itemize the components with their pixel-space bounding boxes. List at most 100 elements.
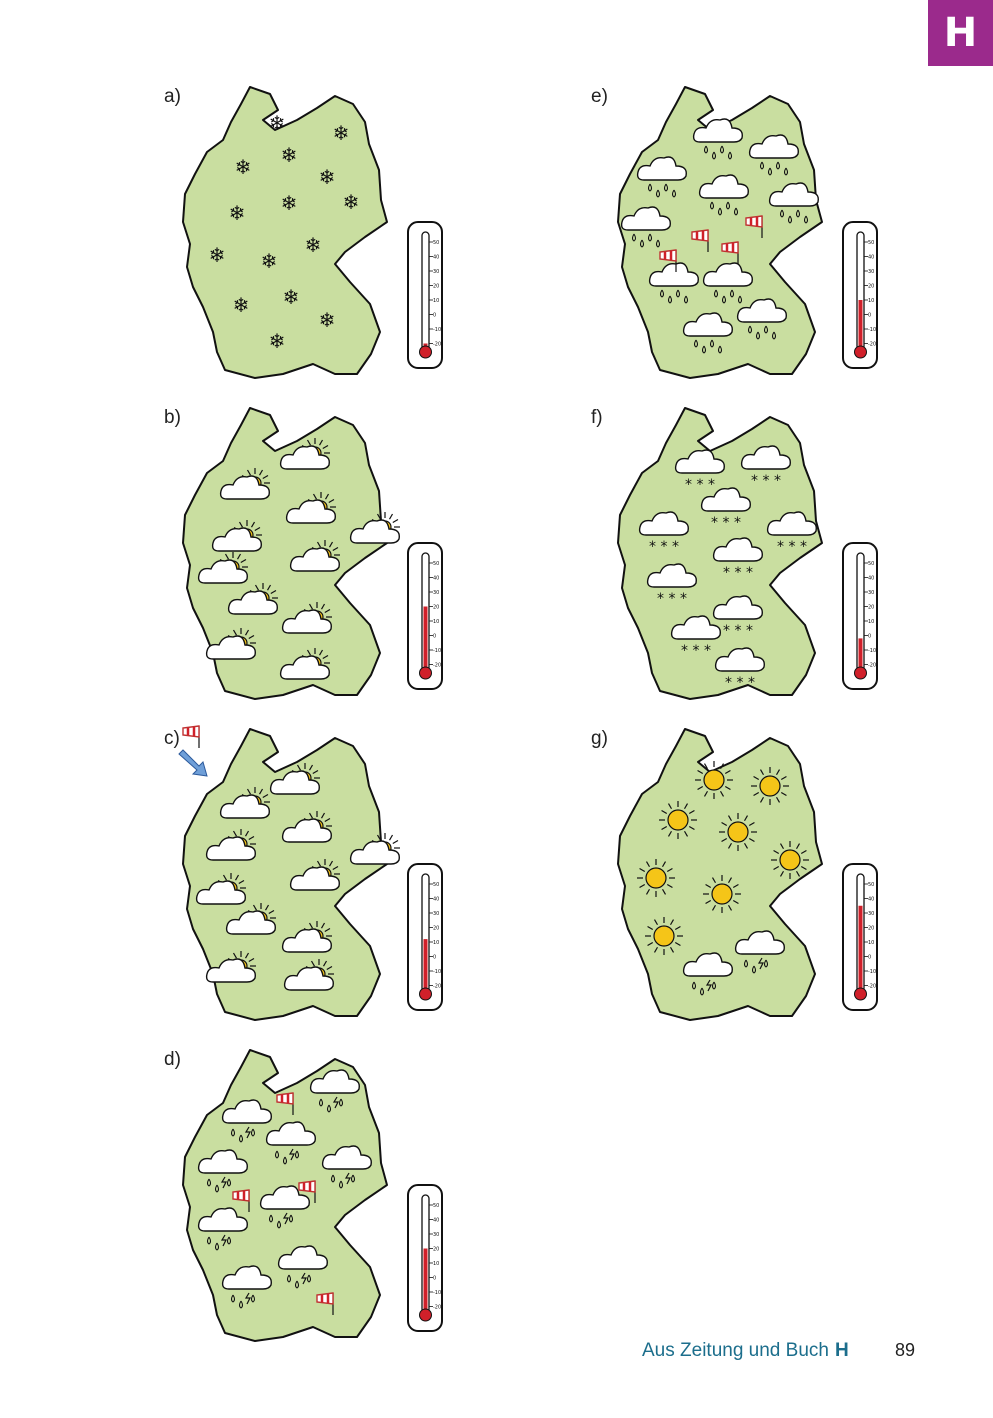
thermometer-tick-label: -20 xyxy=(868,342,876,348)
thermometer-bulb xyxy=(419,666,432,680)
cloud-icon xyxy=(289,547,340,572)
cloud-icon xyxy=(227,590,278,615)
lightning-icon xyxy=(244,1126,251,1139)
cloud-icon xyxy=(698,174,749,199)
rain-drop-icon xyxy=(672,189,676,198)
cloud-icon xyxy=(702,262,753,287)
rain-drop-icon xyxy=(207,1178,211,1187)
cloud-icon xyxy=(285,499,336,524)
thermometer-tick-label: 0 xyxy=(433,1276,436,1282)
thermometer-mercury xyxy=(423,939,428,998)
windsock-icon xyxy=(182,725,200,748)
sun-behind-cloud-icon xyxy=(349,833,400,865)
snow-stars-icon: * * * xyxy=(685,477,715,493)
lightning-icon xyxy=(332,1096,339,1109)
thermometer-tick-label: 0 xyxy=(868,634,871,640)
sun-behind-cloud-icon xyxy=(205,951,256,983)
cloud-icon xyxy=(205,635,256,660)
weather-map-f: * * * * * * * * * * * * * * * * * * * * * * * *… xyxy=(617,407,878,700)
snowflake-icon: ❄ xyxy=(305,233,322,257)
thermometer-tick-label: 30 xyxy=(433,1232,439,1238)
rain-drop-icon xyxy=(700,987,704,996)
snowflake-icon: ❄ xyxy=(333,121,350,145)
snow-cloud-icon: * * * xyxy=(700,487,751,531)
thermometer-bulb xyxy=(854,666,867,680)
sun-icon xyxy=(659,801,697,839)
thermometer-tick-label: -20 xyxy=(433,342,441,348)
snow-stars-icon: * * * xyxy=(751,473,781,489)
snowflake-icon: ❄ xyxy=(283,285,300,309)
snow-cloud-icon: * * * xyxy=(674,449,725,493)
snow-cloud-icon: * * * xyxy=(766,511,817,555)
thermometer: 50 40 30 20 10 0 -10 -20 xyxy=(407,1184,443,1332)
thermometer-tick-label: 20 xyxy=(868,284,874,290)
lightning-icon xyxy=(300,1272,307,1285)
thermometer-tick-label: 30 xyxy=(433,590,439,596)
cloud-icon xyxy=(279,655,330,680)
thermometer-tick-label: 10 xyxy=(868,940,874,946)
thermometer-tick-label: 50 xyxy=(868,240,874,246)
rain-drop-icon xyxy=(718,207,722,216)
windsock-icon xyxy=(721,241,739,264)
rain-drop-icon xyxy=(239,1300,243,1309)
rain-drop-icon xyxy=(780,209,784,218)
rain-drop-icon xyxy=(694,339,698,348)
thermometer-tick-label: 0 xyxy=(433,313,436,319)
sun-behind-cloud-icon xyxy=(281,921,332,953)
cloud-icon xyxy=(309,1069,360,1094)
weather-map-g: 50 40 30 20 10 0 -10 -20 xyxy=(617,728,878,1021)
sun-behind-cloud-icon xyxy=(205,628,256,660)
rain-drop-icon xyxy=(660,289,664,298)
thermometer-tick-label: -20 xyxy=(433,1305,441,1311)
rain-drop-icon xyxy=(215,1242,219,1251)
cloud-icon xyxy=(636,156,687,181)
snowflake-icon: ❄ xyxy=(319,308,336,332)
thermometer-tick-label: -10 xyxy=(433,969,441,975)
cloud-icon xyxy=(197,1149,248,1174)
snowflake-icon: ❄ xyxy=(281,143,298,167)
lightning-icon xyxy=(705,979,712,992)
cloud-icon xyxy=(283,966,334,991)
thermometer-tick-label: -20 xyxy=(868,984,876,990)
thermometer-tick-label: -20 xyxy=(868,663,876,669)
sun-behind-cloud-icon xyxy=(281,811,332,843)
thermometer-tick-label: 10 xyxy=(433,1261,439,1267)
lightning-icon xyxy=(288,1148,295,1161)
rain-drop-icon xyxy=(632,233,636,242)
rain-drop-icon xyxy=(722,295,726,304)
sun-behind-cloud-icon xyxy=(279,648,330,680)
rain-drop-icon xyxy=(728,151,732,160)
panel-label-a: a) xyxy=(164,86,181,107)
thermometer-tick-label: 20 xyxy=(433,1247,439,1253)
cloud-icon xyxy=(638,511,689,536)
thermometer-tick-label: -10 xyxy=(433,648,441,654)
cloud-icon xyxy=(281,609,332,634)
cloud-icon xyxy=(748,134,799,159)
thermometer-mercury xyxy=(858,638,863,677)
thunderstorm-cloud-icon xyxy=(221,1099,272,1143)
snow-cloud-icon: * * * xyxy=(712,537,763,581)
thermometer-mercury xyxy=(423,606,428,677)
germany-map-outline xyxy=(182,86,388,379)
windsock-icon xyxy=(316,1292,334,1315)
thermometer-tick-label: -10 xyxy=(868,969,876,975)
snow-stars-icon: * * * xyxy=(777,539,807,555)
cloud-icon xyxy=(766,511,817,536)
rain-drop-icon xyxy=(239,1134,243,1143)
snowflake-icon: ❄ xyxy=(343,190,360,214)
rain-drop-icon xyxy=(331,1174,335,1183)
rain-drop-icon xyxy=(648,233,652,242)
cloud-icon xyxy=(265,1121,316,1146)
rain-drop-icon xyxy=(295,1280,299,1289)
rain-drop-icon xyxy=(744,959,748,968)
cloud-icon xyxy=(349,519,400,544)
cloud-icon xyxy=(259,1185,310,1210)
snowflake-icon: ❄ xyxy=(209,243,226,267)
thermometer-tick-label: -10 xyxy=(868,327,876,333)
footer-title: Aus Zeitung und Buch H xyxy=(642,1340,849,1362)
thermometer-tick-label: 50 xyxy=(433,240,439,246)
thermometer-tick-label: 40 xyxy=(868,576,874,582)
rain-drop-icon xyxy=(714,289,718,298)
snow-stars-icon: * * * xyxy=(649,539,679,555)
thermometer-tick-label: 40 xyxy=(433,255,439,261)
